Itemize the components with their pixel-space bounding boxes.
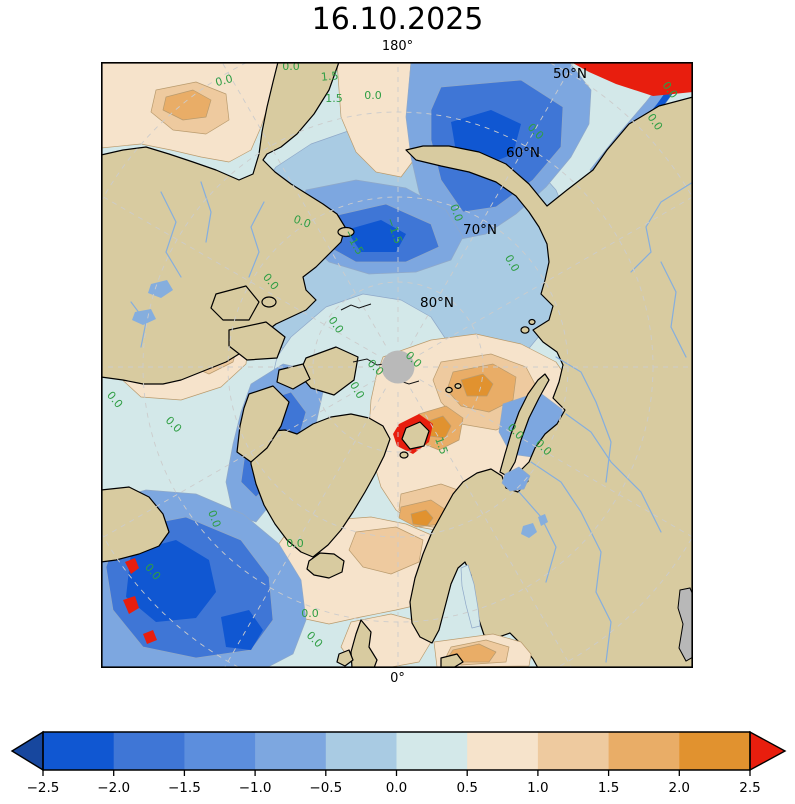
meridian-label-top: 180°	[381, 39, 414, 54]
contour-label: 0.0	[282, 62, 300, 73]
lake-great-bear	[148, 280, 173, 298]
land-denmark	[440, 653, 464, 668]
island-small-caa	[261, 296, 277, 308]
contour-label: 0.0	[214, 72, 234, 89]
contour-label: 0.0	[292, 213, 313, 231]
latitude-label: 80°N	[420, 295, 454, 311]
colorbar-tick-label: 0.0	[386, 780, 407, 796]
colorbar-segment	[608, 732, 680, 770]
colorbar-tick-label: −2.5	[27, 780, 60, 796]
colorbar-tick-label: 2.0	[669, 780, 690, 796]
latitude-label: 70°N	[463, 222, 497, 238]
gulf-of-bothnia	[460, 564, 481, 629]
latitude-label: 50°N	[553, 66, 587, 82]
colorbar-tick-label: 1.0	[527, 780, 548, 796]
colorbar-tick-label: 2.5	[739, 780, 760, 796]
colorbar-tick-label: −2.0	[97, 780, 130, 796]
land-labrador	[101, 486, 170, 563]
colorbar-segment	[396, 732, 468, 770]
contour-label: 1.5	[320, 69, 339, 83]
contour-label: 1.5	[325, 92, 343, 105]
map-border	[101, 62, 693, 668]
lake-great-slave	[132, 309, 156, 325]
plot-title: 16.10.2025	[311, 2, 484, 37]
okhotsk-hot-wedge	[571, 62, 693, 96]
labrador-cold-deep-1	[126, 540, 216, 622]
land-north-america	[101, 62, 346, 385]
labrador-hot-speck-1	[125, 558, 139, 574]
white-sea-deep-orange	[410, 509, 434, 527]
latitude-labels: 50°N 60°N 70°N 80°N	[420, 66, 587, 311]
white-sea-inlet	[501, 466, 531, 492]
colorbar-segment	[325, 732, 397, 770]
rivers	[130, 181, 693, 663]
colorbar-segment	[467, 732, 539, 770]
island-baffin	[236, 385, 290, 463]
contour-label: 0.0	[301, 607, 319, 620]
colorbar-segment	[43, 732, 115, 770]
latitude-label: 60°N	[506, 145, 540, 161]
island-svalbard	[401, 421, 430, 450]
labrador-hot-speck-2	[123, 596, 139, 614]
colorbar-over-arrow	[749, 730, 787, 772]
colorbar-segment	[255, 732, 327, 770]
island-severnaya-1	[520, 326, 530, 334]
chukchi-orange	[162, 89, 212, 121]
island-franz-josef-1	[445, 386, 453, 394]
island-banks	[210, 285, 260, 321]
meridian-label-bottom: 0°	[390, 671, 405, 686]
island-franz-josef-2	[454, 383, 462, 390]
colorbar-segment	[184, 732, 256, 770]
land-iceland	[306, 552, 345, 579]
colorbar-tick-label: −1.0	[239, 780, 272, 796]
island-novaya-zemlya	[499, 373, 550, 477]
island-devon	[276, 363, 311, 390]
colorbar-tick-label: −1.5	[168, 780, 201, 796]
atlantic-tan	[348, 526, 424, 575]
land-ireland	[336, 649, 354, 667]
colorbar-tick-label: −0.5	[309, 780, 342, 796]
contour-label: 0.0	[364, 89, 382, 102]
kara-deep-orange	[460, 373, 494, 397]
pole-hole-marker	[381, 350, 415, 384]
colorbar: −2.5 −2.0 −1.5 −1.0 −0.5 0.0 0.5 1.0 1.5 2.0 2.5	[10, 730, 787, 796]
contour-label: 1.5	[432, 435, 450, 456]
land-eurasia	[405, 96, 693, 668]
colorbar-tick-label: 0.5	[456, 780, 477, 796]
east-siberian-cold-deep	[346, 220, 406, 252]
lake-gray-right-edge	[677, 587, 693, 662]
island-wrangel	[337, 226, 355, 238]
labrador-hot-speck-3	[143, 630, 157, 644]
arctic-anomaly-map: 0.00.01.51.5 0.00.0 0.00.00.0−1.5 −1.50.00.…	[101, 62, 693, 668]
island-svalbard-south	[399, 451, 409, 459]
labrador-cold-deep-2	[221, 610, 263, 650]
land-britain	[350, 619, 378, 668]
contour-label: 0.0	[205, 508, 223, 529]
colorbar-segment	[679, 732, 751, 770]
contour-label: 0.0	[447, 202, 465, 223]
colorbar-tick-label: 1.5	[598, 780, 619, 796]
island-severnaya-2	[528, 318, 536, 326]
colorbar-segment	[537, 732, 610, 770]
graticule	[101, 62, 693, 668]
contour-label: 0.0	[286, 537, 304, 550]
lake-ladoga	[521, 523, 537, 538]
colorbar-under-arrow	[10, 730, 44, 772]
ice-edge-contour-1	[340, 303, 372, 311]
colorbar-segment	[113, 732, 185, 770]
